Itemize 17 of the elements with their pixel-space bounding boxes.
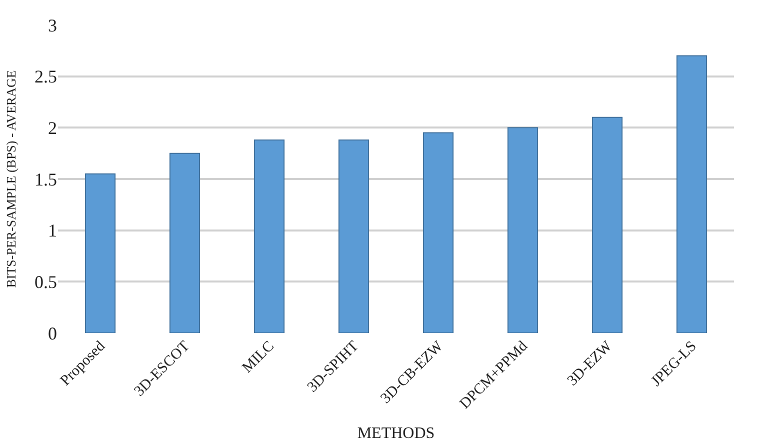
bar <box>422 132 454 333</box>
y-tick-label: 0.5 <box>34 272 57 292</box>
bar <box>676 55 708 333</box>
y-tick-label: 0 <box>48 323 57 344</box>
y-tick-label: 3 <box>48 15 57 36</box>
y-axis-title: BITS-PER-SAMPLE (BPS) - AVERAGE <box>3 70 18 288</box>
bar <box>254 139 285 333</box>
y-tick-label: 2 <box>48 118 57 138</box>
bar <box>592 116 623 333</box>
y-tick-label: 1.5 <box>34 169 57 190</box>
bar <box>84 173 116 333</box>
y-tick-label: 2.5 <box>34 66 57 87</box>
bar <box>507 127 538 333</box>
y-tick-label: 1 <box>48 220 57 241</box>
x-axis-title: METHODS <box>357 424 435 442</box>
bar <box>169 152 200 333</box>
bar <box>338 139 370 333</box>
